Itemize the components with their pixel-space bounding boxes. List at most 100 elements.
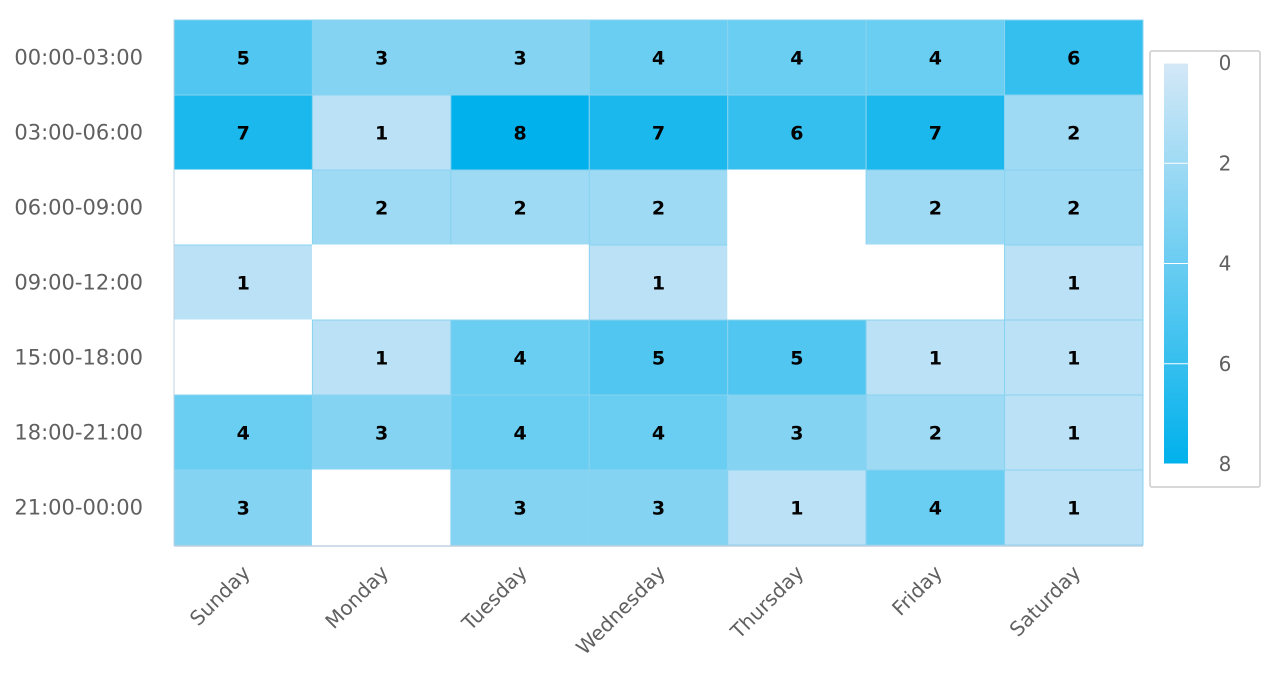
cell-value-label: 4 xyxy=(652,48,665,70)
heatmap-cell xyxy=(450,469,590,546)
cell-value-label: 4 xyxy=(790,48,803,70)
legend-tick-label: 0 xyxy=(1219,51,1232,75)
heatmap-cell xyxy=(311,169,452,246)
y-tick-label: 03:00-06:00 xyxy=(14,121,143,145)
heatmap-cell xyxy=(588,469,729,546)
heatmap-cells xyxy=(173,19,1144,546)
cell-value-label: 4 xyxy=(513,423,526,445)
cell-value-label: 5 xyxy=(652,348,665,370)
cell-value-label: 7 xyxy=(237,123,250,145)
cell-value-label: 1 xyxy=(1067,273,1080,295)
x-tick-label: Wednesday xyxy=(571,560,670,659)
heatmap-cell xyxy=(450,394,590,471)
heatmap-cell xyxy=(865,169,1006,246)
heatmap-cell xyxy=(727,94,867,171)
heatmap-cell xyxy=(727,394,867,471)
cell-value-label: 4 xyxy=(652,423,665,445)
cell-value-label: 7 xyxy=(652,123,665,145)
x-tick-label: Tuesday xyxy=(456,560,531,635)
heatmap-cell xyxy=(1004,94,1144,171)
cell-value-label: 1 xyxy=(929,348,942,370)
cell-value-label: 6 xyxy=(790,123,803,145)
x-tick-label: Thursday xyxy=(725,560,809,644)
cell-value-label: 2 xyxy=(375,198,388,220)
cell-value-label: 1 xyxy=(790,498,803,520)
legend-tick-label: 8 xyxy=(1219,452,1232,476)
cell-value-label: 6 xyxy=(1067,48,1080,70)
cell-value-label: 3 xyxy=(513,498,526,520)
cell-value-label: 1 xyxy=(375,348,388,370)
x-tick-label: Saturday xyxy=(1005,560,1086,641)
heatmap-cell xyxy=(173,319,313,396)
x-tick-label: Monday xyxy=(320,560,393,633)
cell-value-label: 4 xyxy=(929,48,942,70)
y-tick-label: 21:00-00:00 xyxy=(14,496,143,520)
heatmap-cell xyxy=(865,244,1006,321)
cell-value-label: 3 xyxy=(652,498,665,520)
heatmap-cell xyxy=(311,244,452,321)
heatmap-cell xyxy=(727,469,867,546)
color-legend: 0 2 4 6 8 xyxy=(1149,50,1261,488)
cell-value-label: 8 xyxy=(513,123,526,145)
cell-value-label: 2 xyxy=(929,423,942,445)
cell-value-label: 3 xyxy=(375,423,388,445)
heatmap-cell xyxy=(450,19,590,96)
cell-value-label: 1 xyxy=(1067,348,1080,370)
cell-value-label: 5 xyxy=(237,48,250,70)
cell-value-label: 1 xyxy=(1067,423,1080,445)
heatmap-cell xyxy=(588,169,729,246)
cell-value-label: 1 xyxy=(652,273,665,295)
heatmap-cell xyxy=(1004,319,1144,396)
heatmap-cell xyxy=(1004,169,1144,246)
heatmap-cell xyxy=(1004,469,1144,546)
heatmap-cell xyxy=(173,394,313,471)
y-tick-label: 00:00-03:00 xyxy=(14,46,143,70)
y-tick-label: 06:00-09:00 xyxy=(14,196,143,220)
cell-value-label: 3 xyxy=(375,48,388,70)
heatmap-cell xyxy=(1004,394,1144,471)
cell-value-label: 5 xyxy=(790,348,803,370)
heatmap-cell xyxy=(1004,244,1144,321)
heatmap-cell xyxy=(173,169,313,246)
legend-tick-label: 4 xyxy=(1219,252,1232,276)
heatmap-cell xyxy=(311,394,452,471)
cell-value-label: 2 xyxy=(1067,198,1080,220)
x-axis: Sunday Monday Tuesday Wednesday Thursday Frid… xyxy=(174,545,1143,659)
cell-value-label: 1 xyxy=(237,273,250,295)
heatmap-cell xyxy=(865,469,1006,546)
heatmap-cell xyxy=(588,394,729,471)
cell-value-label: 1 xyxy=(1067,498,1080,520)
cell-value-label: 3 xyxy=(237,498,250,520)
cell-value-label: 4 xyxy=(237,423,250,445)
x-tick-label: Friday xyxy=(887,560,947,620)
heatmap-cell xyxy=(450,94,590,171)
heatmap-cell xyxy=(865,94,1006,171)
cell-value-label: 3 xyxy=(790,423,803,445)
y-tick-label: 15:00-18:00 xyxy=(14,346,143,370)
cell-value-label: 4 xyxy=(513,348,526,370)
y-axis: 00:00-03:00 03:00-06:00 06:00-09:00 09:00-1… xyxy=(14,20,175,546)
heatmap-cell xyxy=(173,19,313,96)
x-tick-label: Sunday xyxy=(185,560,255,630)
heatmap-cell xyxy=(311,19,452,96)
heatmap-cell xyxy=(311,469,452,546)
cell-value-label: 2 xyxy=(929,198,942,220)
cell-value-label: 7 xyxy=(929,123,942,145)
legend-tick-label: 6 xyxy=(1219,352,1232,376)
cell-value-label: 4 xyxy=(929,498,942,520)
cell-value-labels: 5 3 3 4 4 4 6 7 1 8 7 6 7 2 2 2 2 2 2 1 1 1 1 4 5 5 1 1 4 3 4 4 3 2 1 3 3 3 1 4… xyxy=(237,48,1081,520)
y-tick-label: 09:00-12:00 xyxy=(14,271,143,295)
heatmap-cell xyxy=(450,169,590,246)
cell-value-label: 2 xyxy=(652,198,665,220)
heatmap-cell xyxy=(727,169,867,246)
cell-value-label: 2 xyxy=(1067,123,1080,145)
cell-value-label: 1 xyxy=(375,123,388,145)
heatmap-cell xyxy=(727,19,867,96)
heatmap-cell xyxy=(450,244,590,321)
cell-value-label: 3 xyxy=(513,48,526,70)
heatmap-cell xyxy=(588,244,729,321)
heatmap-cell xyxy=(588,19,729,96)
legend-tick-label: 2 xyxy=(1219,151,1232,175)
heatmap-cell xyxy=(450,319,590,396)
